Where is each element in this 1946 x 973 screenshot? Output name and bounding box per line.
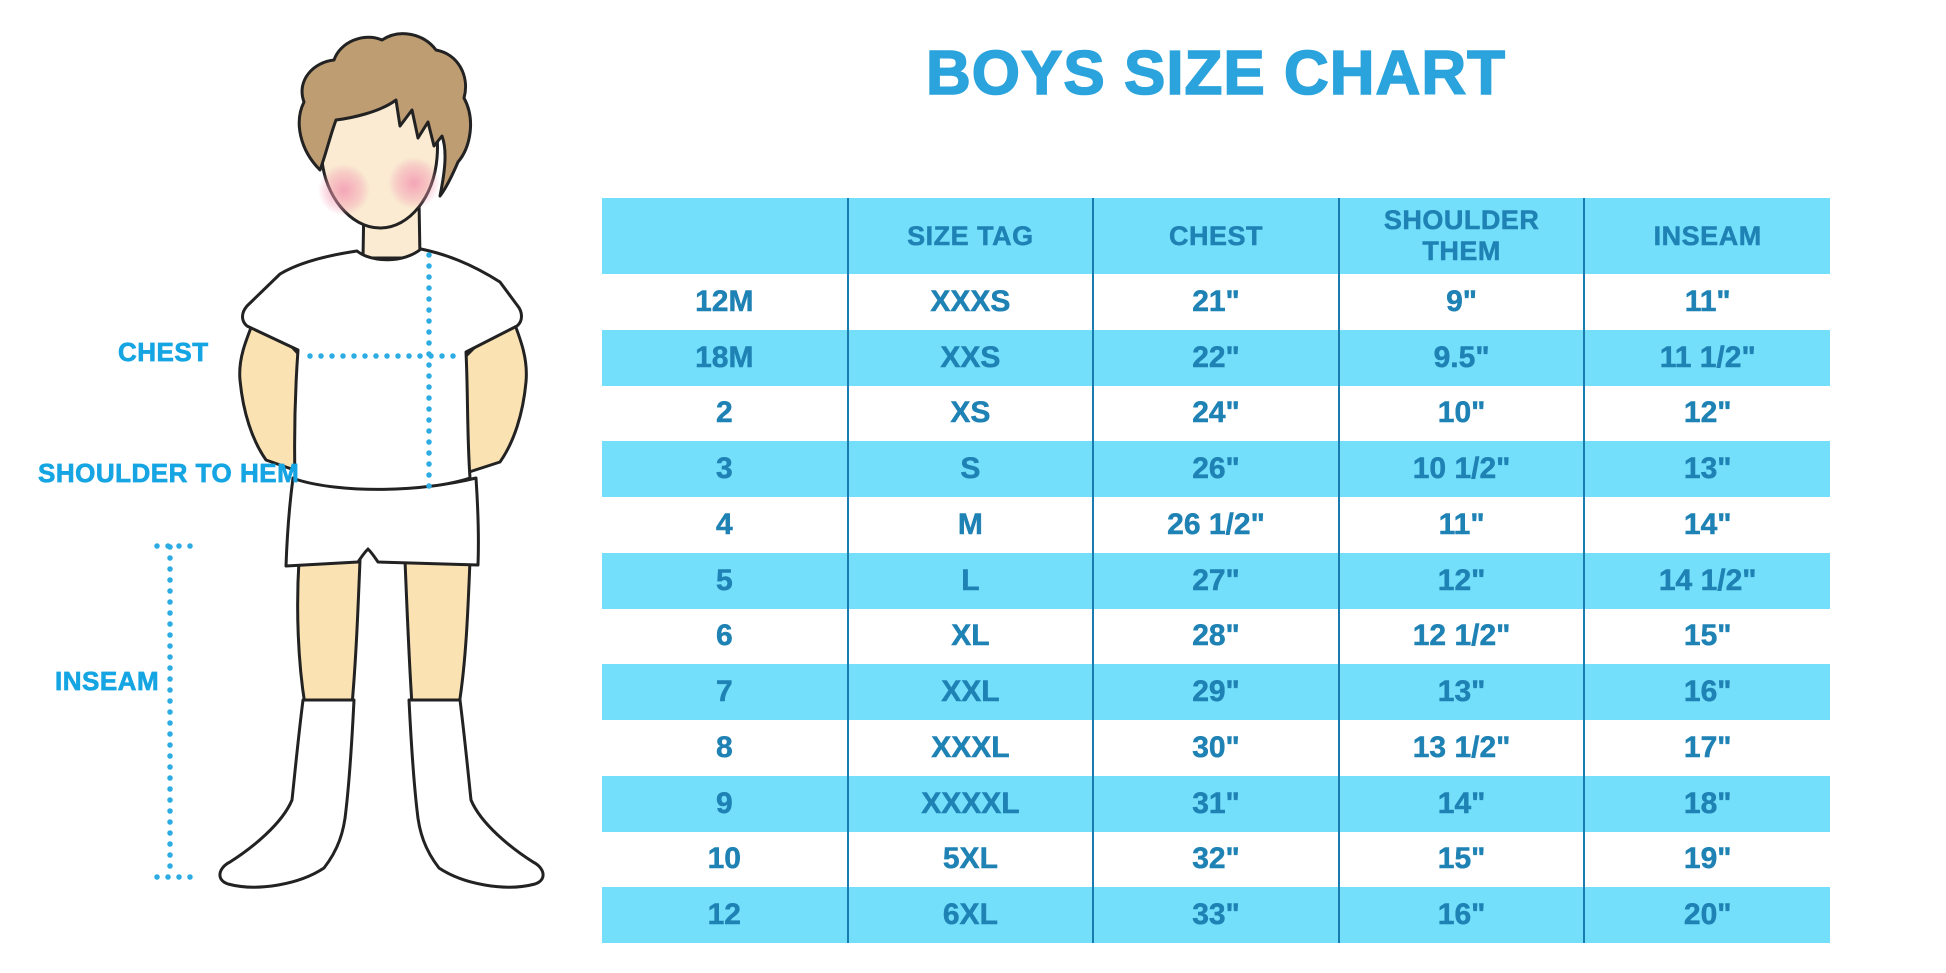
size-cell: 11" bbox=[1337, 497, 1585, 553]
column-header bbox=[602, 198, 848, 274]
size-cell: S bbox=[846, 441, 1094, 497]
table-row: 12 6XL 33" 16" 20" bbox=[602, 887, 1830, 943]
size-cell: 12" bbox=[1583, 385, 1830, 442]
table-row: 7 XXL 29" 13" 16" bbox=[602, 664, 1830, 720]
column-header: SHOULDER THEM bbox=[1337, 198, 1585, 274]
size-cell: 16" bbox=[1583, 664, 1830, 720]
boy-left-sock bbox=[218, 698, 356, 889]
size-cell: 6XL bbox=[846, 887, 1094, 943]
size-cell: 11" bbox=[1583, 274, 1830, 330]
size-cell: 12 bbox=[602, 887, 848, 943]
size-cell: 16" bbox=[1337, 887, 1585, 943]
size-cell: 13" bbox=[1337, 664, 1585, 720]
size-cell: 10 1/2" bbox=[1337, 441, 1585, 497]
size-cell: 6 bbox=[715, 619, 733, 653]
boy-right-leg bbox=[403, 558, 472, 707]
size-cell: 26 1/2" bbox=[1092, 497, 1339, 553]
column-header: SIZE TAG bbox=[846, 198, 1094, 274]
table-row: 12M XXXS 21" 9" 11" bbox=[602, 274, 1830, 330]
size-cell: 29" bbox=[1092, 664, 1339, 720]
size-cell: XXL bbox=[846, 664, 1094, 720]
size-cell: 8 bbox=[715, 730, 733, 764]
size-cell: 5 bbox=[602, 552, 848, 609]
size-cell: 13" bbox=[1583, 441, 1830, 497]
blush-left bbox=[318, 164, 370, 216]
size-cell: 9" bbox=[1337, 274, 1585, 330]
size-cell: 33" bbox=[1092, 887, 1339, 943]
shoulder-to-hem-label: SHOULDER TO HEM bbox=[38, 458, 300, 489]
size-cell: 11 1/2" bbox=[1583, 329, 1830, 386]
table-row: 2 XS 24" 10" 12" bbox=[602, 385, 1830, 442]
size-cell: 18" bbox=[1583, 775, 1830, 832]
blush-right bbox=[388, 157, 440, 209]
size-cell: 2 bbox=[715, 396, 733, 430]
size-cell: 12" bbox=[1337, 552, 1585, 609]
size-cell: XS bbox=[846, 385, 1094, 442]
size-cell: 31" bbox=[1092, 775, 1339, 832]
table-row: 4 M 26 1/2" 11" 14" bbox=[602, 497, 1830, 553]
size-cell: 14" bbox=[1583, 497, 1830, 553]
size-cell: 32" bbox=[1092, 831, 1339, 888]
header-row: SIZE TAG CHEST SHOULDER THEM INSEAM bbox=[602, 198, 1830, 274]
size-cell: M bbox=[846, 497, 1094, 553]
size-cell: 13 1/2" bbox=[1337, 720, 1585, 776]
inseam-label: INSEAM bbox=[55, 666, 160, 697]
size-cell: 4 bbox=[715, 507, 733, 541]
table-row: 10 5XL 32" 15" 19" bbox=[602, 831, 1830, 888]
size-cell: 17" bbox=[1583, 720, 1830, 776]
size-cell: 10 bbox=[707, 842, 741, 876]
size-cell: XXXXL bbox=[846, 775, 1094, 832]
chest-label: CHEST bbox=[118, 337, 209, 368]
size-cell: 19" bbox=[1583, 831, 1830, 888]
size-cell: 10" bbox=[1337, 385, 1585, 442]
size-cell: 24" bbox=[1092, 385, 1339, 442]
size-cell: XXS bbox=[846, 329, 1094, 386]
size-cell: 26" bbox=[1092, 441, 1339, 497]
size-table-head: SIZE TAG CHEST SHOULDER THEM INSEAM bbox=[602, 198, 1830, 274]
size-cell: 22" bbox=[1092, 329, 1339, 386]
boy-measurement-illustration bbox=[154, 32, 545, 889]
size-cell: 7 bbox=[602, 664, 848, 720]
size-cell: 30" bbox=[1092, 720, 1339, 776]
size-cell: XXXL bbox=[846, 720, 1094, 776]
size-cell: XXXS bbox=[846, 274, 1094, 330]
size-cell: 14 1/2" bbox=[1583, 552, 1830, 609]
size-cell: 3 bbox=[602, 441, 848, 497]
size-cell: 18M bbox=[602, 329, 848, 386]
boy-right-sock bbox=[407, 698, 545, 889]
boy-left-leg bbox=[296, 558, 362, 707]
size-cell: 5XL bbox=[846, 831, 1094, 888]
table-row: 9 XXXXL 31" 14" 18" bbox=[602, 775, 1830, 832]
size-cell: 21" bbox=[1092, 274, 1339, 330]
size-cell: XL bbox=[846, 608, 1094, 665]
size-cell: 14" bbox=[1337, 775, 1585, 832]
size-table-body: 12M XXXS 21" 9" 11" 18M XXS 22" 9.5" 11 1/2" 2 XS 24… bbox=[602, 274, 1830, 943]
boy-shorts bbox=[284, 476, 480, 568]
table-row: 5 L 27" 12" 14 1/2" bbox=[602, 552, 1830, 609]
column-header: INSEAM bbox=[1583, 198, 1830, 274]
size-cell: 27" bbox=[1092, 552, 1339, 609]
table-row: 3 S 26" 10 1/2" 13" bbox=[602, 441, 1830, 497]
size-cell: 9 bbox=[602, 775, 848, 832]
size-cell: 15" bbox=[1583, 608, 1830, 665]
table-row: 6 XL 28" 12 1/2" 15" bbox=[602, 608, 1830, 665]
column-header: CHEST bbox=[1092, 198, 1339, 274]
size-cell: L bbox=[846, 552, 1094, 609]
boy-left-arm bbox=[238, 308, 306, 474]
size-cell: 20" bbox=[1583, 887, 1830, 943]
boy-right-arm bbox=[460, 310, 528, 475]
size-cell: 15" bbox=[1337, 831, 1585, 888]
size-cell: 12 1/2" bbox=[1337, 608, 1585, 665]
page-title: BOYS SIZE CHART bbox=[925, 38, 1506, 109]
boy-tshirt bbox=[241, 247, 523, 491]
size-cell: 9.5" bbox=[1337, 329, 1585, 386]
size-table: SIZE TAG CHEST SHOULDER THEM INSEAM 12M XXXS… bbox=[602, 198, 1830, 943]
boy-hair bbox=[297, 32, 472, 198]
size-cell: 28" bbox=[1092, 608, 1339, 665]
table-row: 8 XXXL 30" 13 1/2" 17" bbox=[602, 720, 1830, 776]
table-row: 18M XXS 22" 9.5" 11 1/2" bbox=[602, 329, 1830, 386]
size-cell: 12M bbox=[695, 284, 754, 318]
